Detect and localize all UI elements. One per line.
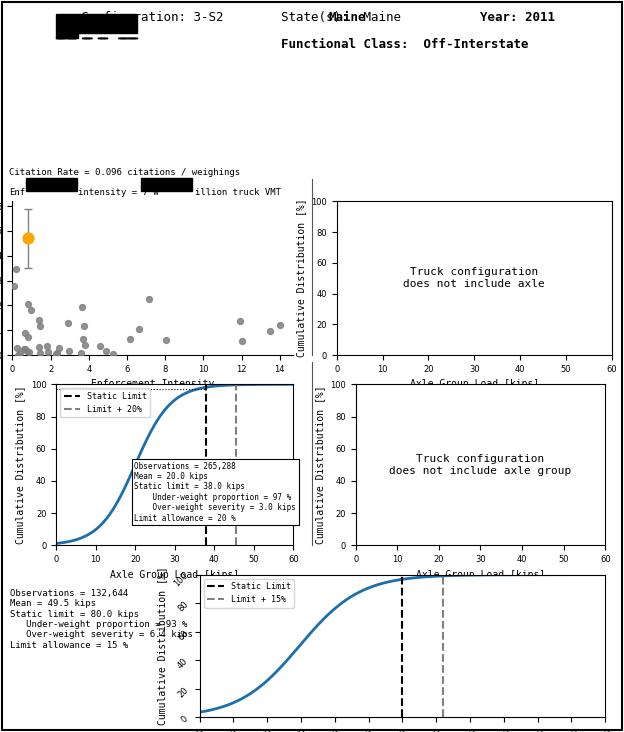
Point: [16, 348, 26, 359]
Point: [134, 324, 144, 335]
Point: [23, 299, 33, 310]
Point: [108, 348, 118, 360]
Limit + 15%: [439, 713, 447, 722]
Point: [23, 331, 33, 343]
Y-axis label: Cumulative Distribution [%]: Cumulative Distribution [%]: [157, 567, 167, 725]
Point: [34, 314, 44, 326]
Point: [21, 343, 31, 355]
FancyBboxPatch shape: [141, 178, 192, 191]
Point: [76, 348, 86, 359]
Point: [64, 345, 74, 356]
Point: [42, 340, 52, 352]
Legend: Static Limit, Limit + 20%: Static Limit, Limit + 20%: [61, 389, 150, 417]
X-axis label: Axle Group Load [kips]: Axle Group Load [kips]: [416, 569, 545, 580]
Text: Citation Rate = 0.096 citations / weighings: Citation Rate = 0.096 citations / weighi…: [9, 168, 240, 177]
Point: [24, 346, 34, 358]
Point: [275, 320, 285, 332]
Point: [161, 335, 171, 346]
Text: Single Axle (excluding steering axles): Single Axle (excluding steering axles): [315, 184, 586, 197]
Text: Citation Rate & Enforcement Intensity: Citation Rate & Enforcement Intensity: [3, 184, 266, 197]
Point: [235, 315, 245, 327]
Point: [12, 349, 22, 361]
Y-axis label: Cumulative Distribution [%]: Cumulative Distribution [%]: [15, 386, 25, 544]
Point: [237, 335, 247, 347]
Legend: Static Limit, Limit + 15%: Static Limit, Limit + 15%: [204, 579, 294, 608]
Circle shape: [82, 38, 92, 39]
Point: [43, 346, 53, 358]
Point: [34, 341, 44, 353]
Y-axis label: Cumulative Distribution [%]: Cumulative Distribution [%]: [296, 199, 306, 357]
Point: [35, 320, 45, 332]
Point: [77, 302, 87, 313]
Limit + 15%: [439, 712, 447, 720]
Point: [265, 325, 275, 337]
Point: [22, 345, 32, 356]
Text: illion truck VMT: illion truck VMT: [195, 188, 281, 197]
Point: [11, 263, 21, 274]
Point: [80, 340, 90, 351]
Static Limit: [203, 539, 210, 548]
Point: [9, 280, 19, 291]
Point: [62, 317, 72, 329]
Static Limit: [203, 541, 210, 550]
Point: [95, 340, 105, 352]
Text: Year: 2011: Year: 2011: [480, 11, 555, 24]
Point: [21, 328, 31, 340]
Point: [79, 320, 89, 332]
Text: Configuration: 3-S2: Configuration: 3-S2: [81, 11, 223, 24]
Text: Observations = 265,288
Mean = 20.0 kips
Static limit = 38.0 kips
    Under-weigh: Observations = 265,288 Mean = 20.0 kips …: [134, 462, 296, 523]
FancyBboxPatch shape: [78, 14, 137, 33]
Text: Gross Vehicle Weight (GVW): Gross Vehicle Weight (GVW): [6, 557, 192, 570]
Text: Enf: Enf: [9, 188, 26, 197]
Text: intensity = 7 w: intensity = 7 w: [78, 188, 158, 197]
Static Limit: [399, 713, 406, 722]
FancyBboxPatch shape: [56, 14, 78, 38]
Point: [77, 334, 87, 346]
Circle shape: [98, 38, 108, 39]
Text: Tandem Axle Group: Tandem Axle Group: [3, 367, 124, 380]
Text: Maine: Maine: [328, 11, 366, 24]
Point: [144, 294, 154, 305]
Point: [22, 233, 32, 244]
Text: Observations = 132,644
Mean = 49.5 kips
Static limit = 80.0 kips
   Under-weight: Observations = 132,644 Mean = 49.5 kips …: [10, 589, 193, 650]
Point: [12, 342, 22, 354]
Point: [54, 343, 64, 354]
Y-axis label: Cumulative Distribution [%]: Cumulative Distribution [%]: [314, 386, 324, 544]
Circle shape: [56, 38, 66, 39]
Text: Tridem Axle Group: Tridem Axle Group: [315, 367, 436, 380]
X-axis label: Enforcement Intensity: Enforcement Intensity: [91, 379, 215, 389]
Static Limit: [399, 712, 406, 720]
Point: [52, 347, 62, 359]
Text: State(s):  Maine: State(s): Maine: [281, 11, 401, 24]
Text: Truck configuration
does not include axle group: Truck configuration does not include axl…: [389, 454, 572, 476]
Point: [26, 305, 36, 316]
Circle shape: [119, 38, 129, 39]
Limit + 20%: [233, 541, 240, 550]
Text: Functional Class:  Off-Interstate: Functional Class: Off-Interstate: [281, 38, 529, 51]
Text: Truck configuration
does not include axle: Truck configuration does not include axl…: [403, 267, 545, 289]
Point: [125, 334, 135, 346]
Limit + 20%: [233, 539, 240, 548]
X-axis label: Axle Group Load [kips]: Axle Group Load [kips]: [110, 569, 240, 580]
Point: [102, 345, 112, 356]
Point: [19, 343, 29, 354]
Circle shape: [67, 38, 77, 39]
Point: [51, 348, 61, 360]
Circle shape: [128, 38, 138, 39]
FancyBboxPatch shape: [26, 178, 77, 191]
Point: [35, 347, 45, 359]
X-axis label: Axle Group Load [kips]: Axle Group Load [kips]: [409, 379, 539, 389]
